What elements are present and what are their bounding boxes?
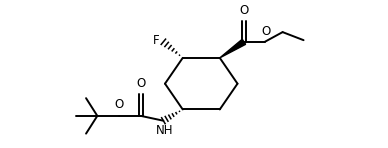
Text: O: O — [114, 98, 124, 111]
Text: O: O — [261, 25, 270, 38]
Text: NH: NH — [156, 124, 173, 137]
Polygon shape — [220, 39, 246, 58]
Text: O: O — [136, 77, 146, 90]
Text: F: F — [153, 34, 159, 47]
Text: O: O — [239, 4, 249, 17]
